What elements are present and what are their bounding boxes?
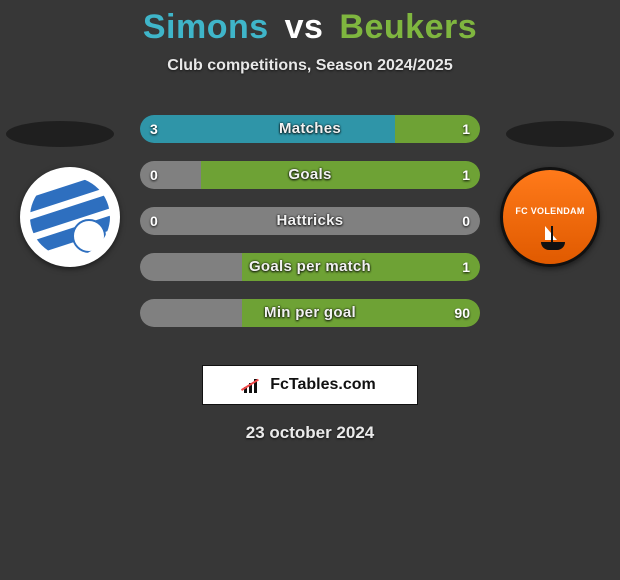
stat-value-left: 0 xyxy=(150,207,158,235)
comparison-card: Simons vs Beukers Club competitions, Sea… xyxy=(0,0,620,443)
watermark: FcTables.com xyxy=(202,365,418,405)
title: Simons vs Beukers xyxy=(0,8,620,47)
team-logo-left xyxy=(20,167,120,267)
stat-row: Matches3 1 xyxy=(140,115,480,143)
stat-row: Goals per match1 xyxy=(140,253,480,281)
stat-value-left: 3 xyxy=(150,115,158,143)
vs-label: vs xyxy=(285,8,324,46)
stat-label: Hattricks xyxy=(140,207,480,235)
stat-value-right: 90 xyxy=(454,299,470,327)
stat-label: Matches xyxy=(140,115,480,143)
team-logo-right: FC VOLENDAM xyxy=(500,167,600,267)
logo-shadow-right xyxy=(506,121,614,147)
watermark-text: FcTables.com xyxy=(270,376,376,394)
player1-name: Simons xyxy=(143,8,269,46)
stat-row: Hattricks0 0 xyxy=(140,207,480,235)
stat-row: Min per goal90 xyxy=(140,299,480,327)
stat-label: Goals per match xyxy=(140,253,480,281)
date-label: 23 october 2024 xyxy=(0,423,620,443)
fctables-icon xyxy=(244,377,264,393)
player2-name: Beukers xyxy=(339,8,477,46)
stat-value-right: 1 xyxy=(462,253,470,281)
stat-label: Goals xyxy=(140,161,480,189)
stat-label: Min per goal xyxy=(140,299,480,327)
stat-value-left: 0 xyxy=(150,161,158,189)
stat-value-right: 1 xyxy=(462,161,470,189)
stat-bars: Matches31Goals01Hattricks00Goals per mat… xyxy=(140,115,480,345)
stats-stage: FC VOLENDAM Matches31Goals01Hattricks00G… xyxy=(0,97,620,347)
ship-icon xyxy=(535,222,571,250)
volendam-logo-text: FC VOLENDAM xyxy=(503,206,597,216)
logo-shadow-left xyxy=(6,121,114,147)
subtitle: Club competitions, Season 2024/2025 xyxy=(0,57,620,75)
stat-row: Goals0 1 xyxy=(140,161,480,189)
eindhoven-logo-icon xyxy=(30,177,110,257)
stat-value-right: 1 xyxy=(462,115,470,143)
stat-value-right: 0 xyxy=(462,207,470,235)
